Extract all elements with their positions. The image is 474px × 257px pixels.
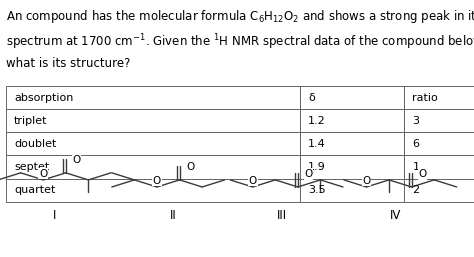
Bar (404, 155, 474, 179)
Text: O: O (362, 176, 371, 186)
Bar (6, 132, 300, 155)
Text: 1: 1 (412, 162, 419, 172)
Bar (404, 86, 474, 109)
Bar (300, 179, 404, 202)
Bar (300, 109, 404, 132)
Bar (6, 155, 300, 179)
Text: ratio: ratio (412, 93, 438, 103)
Bar (404, 179, 474, 202)
Text: triplet: triplet (14, 116, 48, 126)
Text: 2: 2 (412, 185, 419, 195)
Bar (6, 179, 300, 202)
Text: spectrum at 1700 cm$^{-1}$. Given the $^1$H NMR spectral data of the compound be: spectrum at 1700 cm$^{-1}$. Given the $^… (6, 32, 474, 52)
Text: 1.9: 1.9 (308, 162, 326, 172)
Text: septet: septet (14, 162, 49, 172)
Text: O: O (153, 176, 161, 186)
Text: O: O (418, 169, 427, 179)
Text: II: II (170, 209, 176, 223)
Bar (404, 132, 474, 155)
Text: 6: 6 (412, 139, 419, 149)
Text: O: O (186, 162, 194, 172)
Text: quartet: quartet (14, 185, 55, 195)
Text: doublet: doublet (14, 139, 56, 149)
Text: III: III (277, 209, 287, 223)
Text: O: O (248, 176, 257, 186)
Text: 3.5: 3.5 (308, 185, 326, 195)
Text: An compound has the molecular formula C$_6$H$_{12}$O$_2$ and shows a strong peak: An compound has the molecular formula C$… (6, 8, 474, 25)
Bar (404, 109, 474, 132)
Text: O: O (39, 169, 47, 179)
Text: IV: IV (390, 209, 401, 223)
Text: 1.4: 1.4 (308, 139, 326, 149)
Bar (6, 86, 300, 109)
Text: O: O (304, 169, 313, 179)
Bar (300, 132, 404, 155)
Bar (300, 155, 404, 179)
Text: I: I (53, 209, 56, 223)
Text: absorption: absorption (14, 93, 73, 103)
Text: 3: 3 (412, 116, 419, 126)
Bar (300, 86, 404, 109)
Text: what is its structure?: what is its structure? (6, 57, 130, 70)
Text: O: O (73, 155, 81, 165)
Text: 1.2: 1.2 (308, 116, 326, 126)
Bar (6, 109, 300, 132)
Text: δ: δ (308, 93, 315, 103)
